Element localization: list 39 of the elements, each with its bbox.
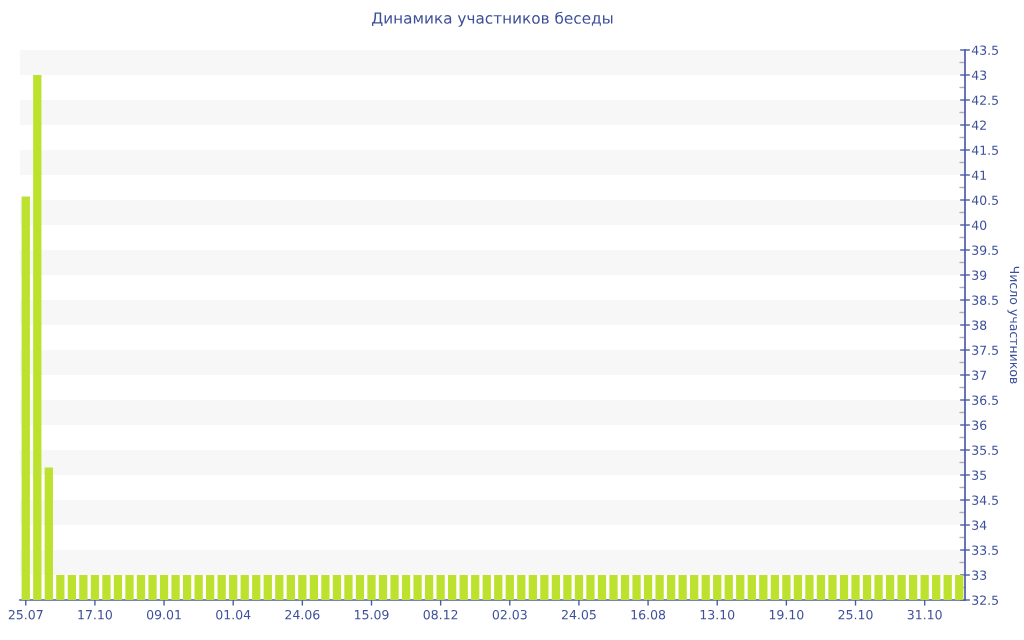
y-tick-label: 42.5 xyxy=(971,95,998,105)
x-tick-label: 13.10 xyxy=(700,609,735,620)
y-tick-label: 43.5 xyxy=(971,45,998,55)
y-tick-label: 39 xyxy=(972,270,987,280)
x-tick-label: 01.04 xyxy=(216,609,251,620)
y-tick-label: 40.5 xyxy=(971,195,998,205)
x-tick-label: 31.10 xyxy=(907,609,942,620)
x-tick-label: 16.08 xyxy=(631,609,666,620)
x-tick-label: 02.03 xyxy=(492,609,527,620)
y-tick-label: 33 xyxy=(972,570,987,580)
y-tick-label: 41 xyxy=(971,170,986,180)
y-tick-label: 38.5 xyxy=(972,295,998,305)
y-tick-label: 41.5 xyxy=(971,145,998,155)
x-tick-label: 17.10 xyxy=(78,609,112,620)
y-tick-label: 34.5 xyxy=(972,495,998,505)
y-tick-label: 43 xyxy=(971,70,987,80)
y-tick-label: 38 xyxy=(972,320,987,330)
x-tick-label: 09.01 xyxy=(146,609,181,620)
x-tick-label: 15.09 xyxy=(354,609,389,620)
x-tick-label: 08.12 xyxy=(423,609,458,620)
y-tick-label: 36.5 xyxy=(972,395,998,405)
y-tick-label: 37.5 xyxy=(972,345,998,355)
y-tick-label: 37 xyxy=(972,370,987,380)
chart-title: Динамика участников беседы xyxy=(372,11,613,27)
y-tick-label: 42 xyxy=(971,120,986,130)
y-tick-label: 34 xyxy=(972,520,987,530)
y-axis-title: Число участников xyxy=(1007,266,1020,384)
y-tick-label: 32.5 xyxy=(972,595,998,605)
x-tick-label: 25.10 xyxy=(838,609,873,620)
x-tick-label: 19.10 xyxy=(769,609,804,620)
y-tick-label: 33.5 xyxy=(972,545,998,555)
x-tick-label: 24.05 xyxy=(561,609,596,620)
y-tick-label: 35 xyxy=(972,470,987,480)
y-tick-label: 35.5 xyxy=(972,445,998,455)
y-tick-label: 36 xyxy=(972,420,987,430)
y-tick-label: 40 xyxy=(971,220,987,230)
x-tick-label: 24.06 xyxy=(285,609,320,620)
y-tick-label: 39.5 xyxy=(972,245,998,255)
x-tick-label: 25.07 xyxy=(8,609,43,620)
